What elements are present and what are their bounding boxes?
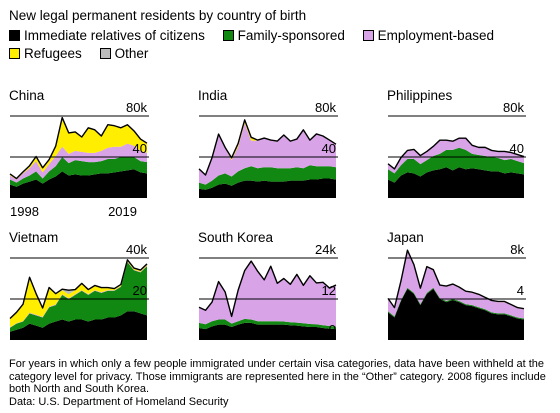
panel-title: China: [9, 88, 45, 103]
total-outline: [9, 259, 148, 319]
area-employment-based: [388, 138, 524, 174]
legend-label: Immediate relatives of citizens: [24, 28, 205, 43]
panel-vietnam: Vietnam 0 20 40k: [9, 230, 149, 340]
y-tick-label: 0: [140, 322, 147, 337]
y-tick-label: 12: [322, 283, 336, 298]
legend-item-other: Other: [99, 45, 149, 62]
panel-title: Vietnam: [9, 230, 58, 245]
total-outline: [387, 249, 525, 310]
y-tick-label: 0: [517, 180, 524, 195]
legend: Immediate relatives of citizens Family-s…: [9, 27, 554, 63]
panel-japan: Japan 0 4 8k: [387, 230, 526, 340]
legend-item-refugees: Refugees: [9, 45, 82, 62]
legend-item-family-sponsored: Family-sponsored: [222, 27, 345, 44]
area-immediate-relatives-of-citizens: [199, 178, 336, 198]
area-family-sponsored: [10, 262, 147, 332]
area-refugees: [10, 260, 147, 328]
panel-title: South Korea: [198, 230, 274, 245]
legend-swatch: [9, 48, 20, 59]
y-tick-label: 40k: [126, 242, 147, 257]
legend-label: Family-sponsored: [237, 28, 345, 43]
area-immediate-relatives-of-citizens: [388, 167, 524, 198]
legend-label: Employment-based: [377, 28, 494, 43]
y-tick-label: 40: [510, 141, 524, 156]
legend-swatch: [99, 48, 111, 59]
source-text: Data: U.S. Department of Homeland Securi…: [9, 395, 229, 408]
chart-title: New legal permanent residents by country…: [9, 8, 307, 23]
area-family-sponsored: [388, 287, 524, 320]
area-immediate-relatives-of-citizens: [10, 169, 147, 198]
area-employment-based: [10, 143, 147, 183]
y-tick-label: 80k: [126, 100, 147, 115]
area-family-sponsored: [10, 157, 147, 187]
y-tick-label: 4: [517, 283, 524, 298]
y-tick-label: 40: [322, 141, 336, 156]
area-immediate-relatives-of-citizens: [388, 288, 524, 340]
x-tick-label: 2019: [108, 204, 137, 219]
area-immediate-relatives-of-citizens: [10, 311, 147, 340]
panel-south-korea: South Korea 0 12 24k: [198, 230, 338, 340]
legend-swatch: [362, 30, 374, 41]
y-tick-label: 0: [329, 180, 336, 195]
panel-title: Philippines: [387, 88, 453, 103]
area-family-sponsored: [388, 147, 524, 183]
y-tick-label: 24k: [315, 242, 336, 257]
total-outline: [198, 260, 337, 318]
legend-item-immediate-relatives: Immediate relatives of citizens: [9, 27, 205, 44]
y-tick-label: 0: [140, 180, 147, 195]
area-family-sponsored: [199, 318, 336, 330]
legend-swatch: [9, 30, 20, 41]
total-outline: [387, 137, 525, 170]
legend-label: Refugees: [24, 46, 82, 61]
area-employment-based: [388, 250, 524, 319]
y-tick-label: 40: [133, 141, 147, 156]
area-employment-based: [199, 261, 336, 327]
footnote: For years in which only a few people imm…: [9, 358, 554, 408]
panel-india: India 0 40 80k: [198, 88, 338, 198]
area-immediate-relatives-of-citizens: [199, 322, 336, 340]
panel-title: Japan: [387, 230, 424, 245]
legend-item-employment-based: Employment-based: [362, 27, 494, 44]
total-outline: [9, 116, 148, 180]
panel-title: India: [198, 88, 228, 103]
legend-swatch: [222, 30, 234, 41]
y-tick-label: 80k: [315, 100, 336, 115]
footnote-text: For years in which only a few people imm…: [9, 358, 546, 395]
area-employment-based: [199, 123, 336, 185]
total-outline: [198, 119, 337, 176]
y-tick-label: 0: [517, 322, 524, 337]
legend-label: Other: [114, 46, 149, 61]
area-refugees: [10, 118, 147, 180]
panel-china: China 0 40 80k 1998 2019: [9, 88, 149, 219]
area-family-sponsored: [199, 165, 336, 190]
x-tick-label: 1998: [10, 204, 39, 219]
y-tick-label: 0: [329, 322, 336, 337]
y-tick-label: 20: [133, 283, 147, 298]
y-tick-label: 8k: [510, 242, 524, 257]
y-tick-label: 80k: [503, 100, 524, 115]
panel-philippines: Philippines 0 40 80k: [387, 88, 526, 198]
